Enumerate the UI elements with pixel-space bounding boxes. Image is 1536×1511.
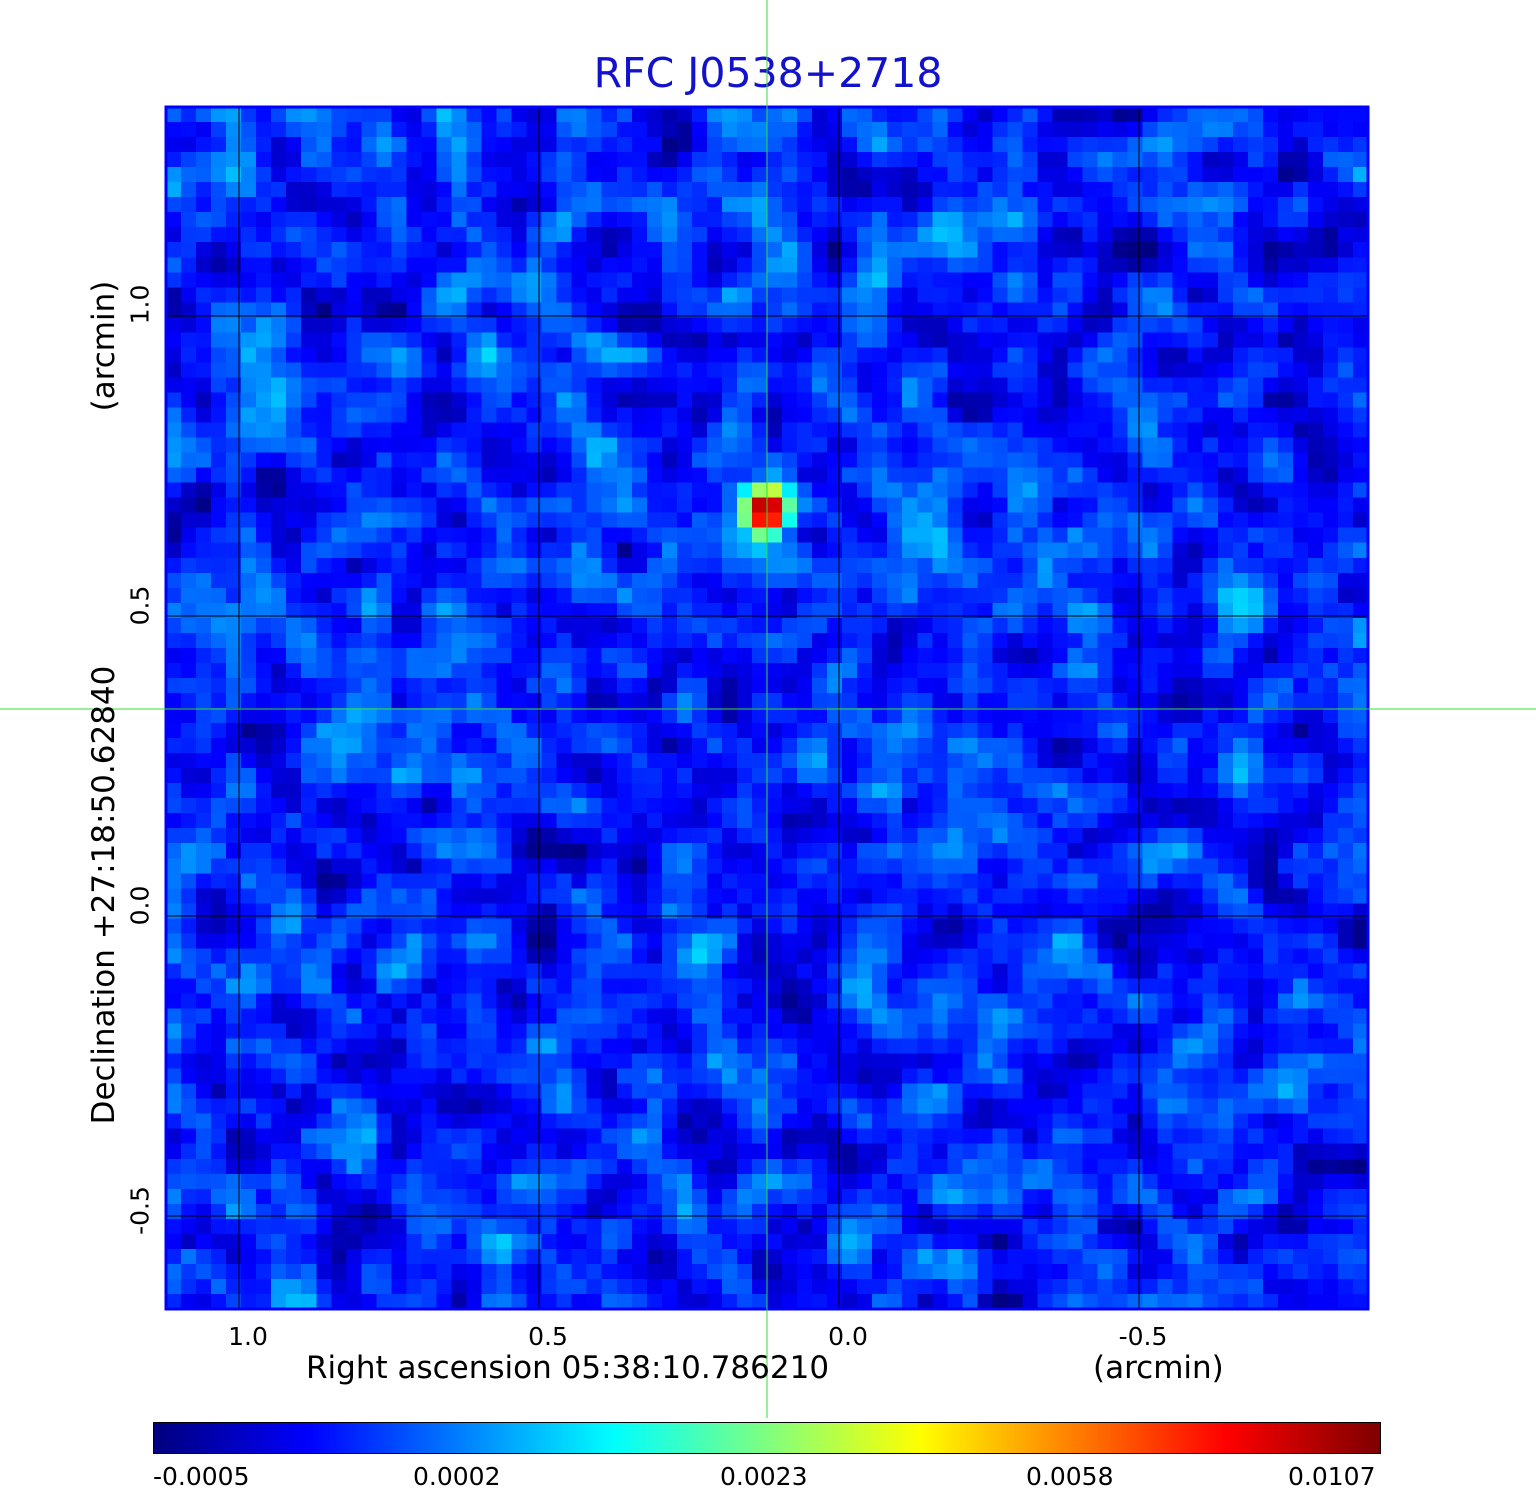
x-tick-label: 0.0 [828,1322,868,1351]
y-tick-label: -0.5 [125,1186,155,1235]
x-tick-label: -0.5 [1118,1322,1168,1351]
colorbar [153,1422,1381,1454]
y-tick-label: 1.0 [125,284,155,325]
colorbar-tick-label: 0.0002 [413,1462,501,1491]
colorbar-tick-label: -0.0005 [153,1462,250,1491]
x-tick-label: 1.0 [228,1322,268,1351]
colorbar-tick-label: 0.0058 [1026,1462,1114,1491]
colorbar-tick-label: 0.0023 [720,1462,808,1491]
y-axis-label: Declination +27:18:50.62840 [86,665,122,1125]
colorbar-tick-label: 0.0107 [1288,1462,1376,1491]
crosshair [0,0,1536,1418]
x-axis-unit: (arcmin) [1093,1350,1224,1386]
x-tick-label: 0.5 [528,1322,568,1351]
y-tick-label: 0.5 [125,585,155,626]
y-axis-unit: (arcmin) [86,280,122,412]
x-axis-label: Right ascension 05:38:10.786210 [306,1350,830,1386]
plot-title: RFC J0538+2718 [593,49,943,97]
y-tick-label: 0.0 [125,885,155,926]
